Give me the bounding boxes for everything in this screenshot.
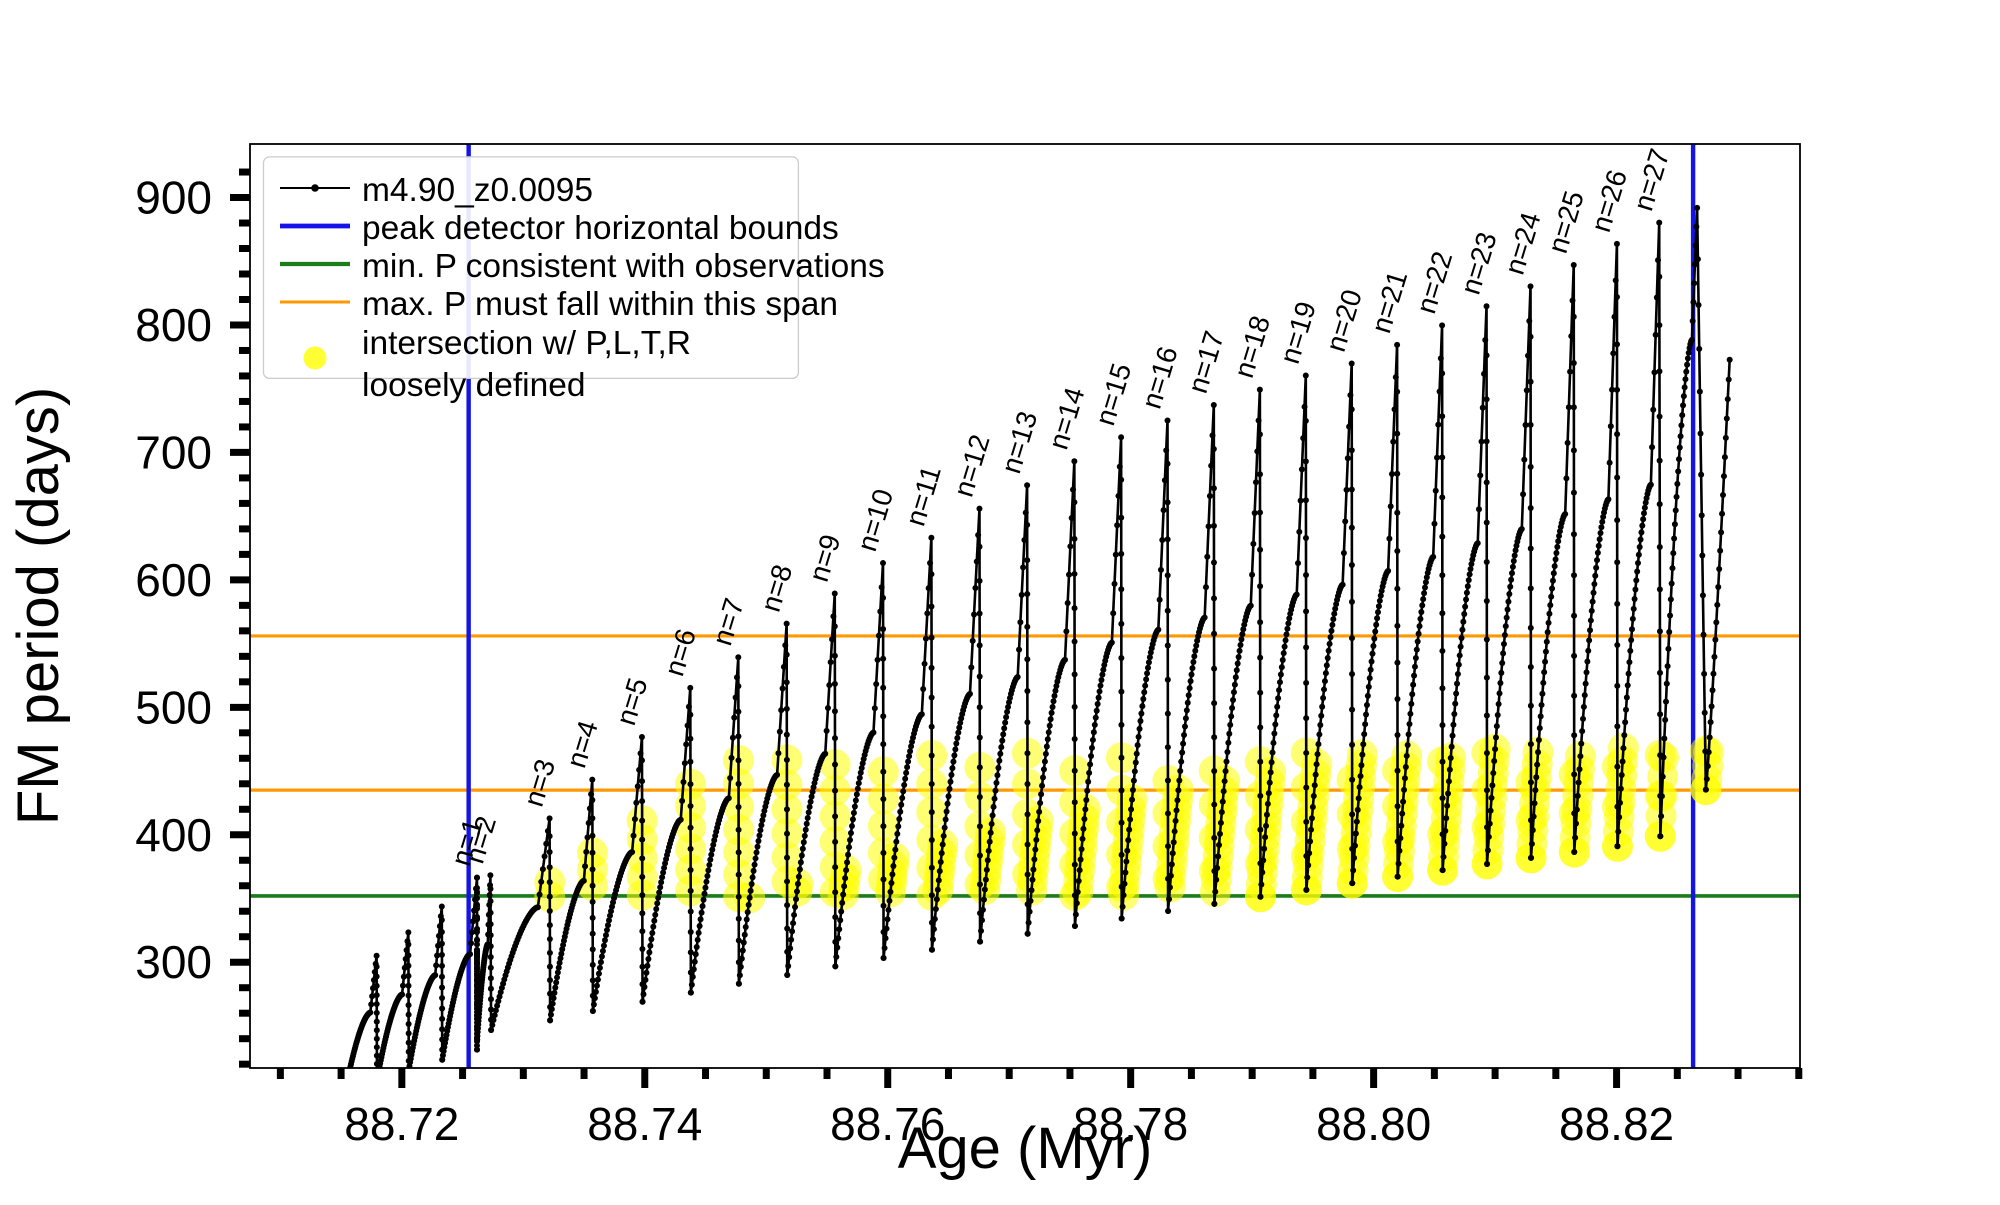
svg-text:88.72: 88.72 (344, 1098, 459, 1150)
svg-text:400: 400 (135, 809, 212, 861)
svg-text:300: 300 (135, 936, 212, 988)
svg-text:intersection w/ P,L,T,R: intersection w/ P,L,T,R (362, 325, 691, 362)
svg-text:88.80: 88.80 (1316, 1098, 1431, 1150)
svg-text:88.78: 88.78 (1073, 1098, 1188, 1150)
svg-text:700: 700 (135, 426, 212, 478)
svg-text:500: 500 (135, 681, 212, 733)
svg-text:m4.90_z0.0095: m4.90_z0.0095 (362, 172, 593, 209)
svg-text:loosely defined: loosely defined (362, 367, 586, 404)
svg-text:600: 600 (135, 554, 212, 606)
svg-text:peak detector horizontal bound: peak detector horizontal bounds (362, 210, 839, 247)
svg-text:max. P must fall within this s: max. P must fall within this span (362, 286, 838, 323)
svg-text:88.74: 88.74 (587, 1098, 702, 1150)
svg-text:FM period (days): FM period (days) (6, 387, 71, 825)
svg-text:900: 900 (135, 172, 212, 224)
svg-text:min. P consistent with observa: min. P consistent with observations (362, 248, 885, 285)
svg-text:800: 800 (135, 299, 212, 351)
svg-text:88.82: 88.82 (1559, 1098, 1674, 1150)
svg-text:88.76: 88.76 (830, 1098, 945, 1150)
